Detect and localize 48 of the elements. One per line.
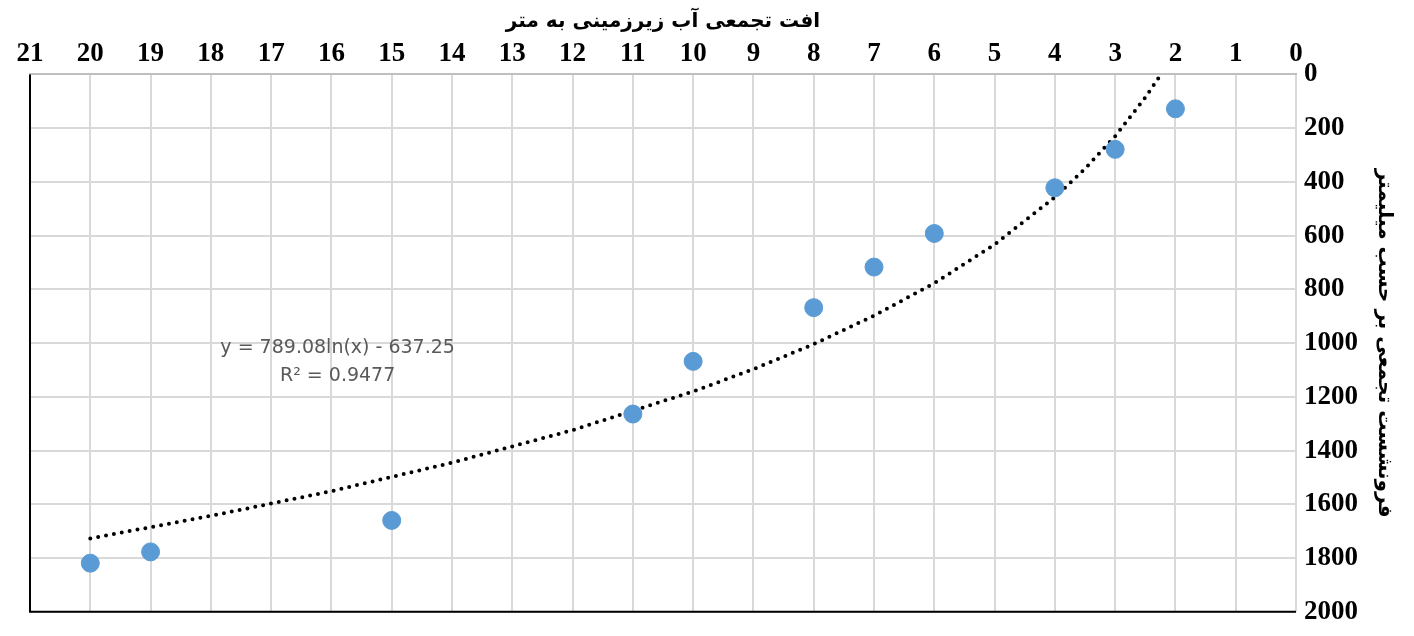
y-tick-label: 1600 <box>1304 487 1358 518</box>
y-axis-title: فرونشست تجمعی بر حسب میلیمتر <box>1373 167 1398 518</box>
x-tick-label: 3 <box>1108 37 1122 68</box>
x-tick-label: 11 <box>620 37 646 68</box>
point <box>141 542 161 562</box>
y-tick-label: 1400 <box>1304 433 1358 464</box>
x-tick-label: 13 <box>498 37 526 68</box>
y-tick-label: 600 <box>1304 218 1345 249</box>
y-tick-label: 1800 <box>1304 541 1358 572</box>
x-tick-label: 4 <box>1048 37 1062 68</box>
x-tick-label: 10 <box>679 37 707 68</box>
x-tick-label: 14 <box>438 37 466 68</box>
x-tick-label: 5 <box>987 37 1002 68</box>
y-tick-label: 0 <box>1304 57 1318 88</box>
x-tick-label: 1 <box>1228 37 1243 68</box>
x-tick-label: 2 <box>1168 37 1183 68</box>
annotation: y = 789.08ln(x) - 637.25 <box>220 335 455 358</box>
y-tick-label: 1000 <box>1304 326 1358 357</box>
point <box>80 553 100 573</box>
x-axis-title: افت تجمعی آب زیرزمینی به متر <box>504 7 821 33</box>
x-tick-label: 9 <box>746 37 761 68</box>
x-tick-label: 18 <box>197 37 225 68</box>
x-tick-label: 7 <box>867 37 881 68</box>
line-series <box>88 74 1163 541</box>
annotation: R² = 0.9477 <box>279 363 396 386</box>
x-tick-label: 16 <box>317 37 345 68</box>
point <box>864 257 884 277</box>
y-tick-label: 200 <box>1304 111 1345 142</box>
point <box>1165 99 1185 119</box>
point <box>1045 178 1065 198</box>
x-tick-label: 21 <box>16 37 44 68</box>
point <box>924 223 944 243</box>
x-tick-label: 6 <box>927 37 942 68</box>
x-tick-label: 17 <box>257 37 285 68</box>
point <box>382 510 402 530</box>
x-tick-label: 19 <box>137 37 165 68</box>
point <box>623 404 643 424</box>
y-tick-label: 1200 <box>1304 379 1358 410</box>
point <box>683 351 703 371</box>
x-tick-label: 15 <box>378 37 406 68</box>
y-tick-label: 400 <box>1304 164 1345 195</box>
x-tick-label: 8 <box>806 37 821 68</box>
x-tick-label: 20 <box>76 37 104 68</box>
point <box>804 298 824 318</box>
x-tick-label: 12 <box>559 37 587 68</box>
y-tick-label: 2000 <box>1304 594 1358 625</box>
y-tick-label: 800 <box>1304 272 1345 303</box>
point <box>1105 139 1125 159</box>
